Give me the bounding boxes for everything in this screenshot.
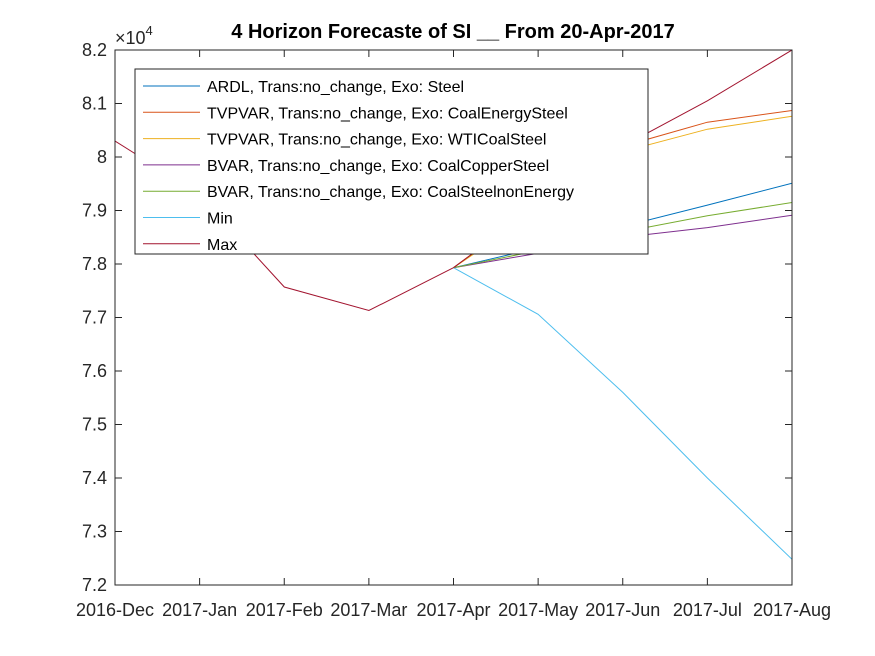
legend-label: Max (207, 237, 237, 254)
legend-label: TVPVAR, Trans:no_change, Exo: WTICoalSte… (207, 132, 546, 149)
y-tick-label: 7.2 (82, 575, 107, 595)
legend-label: ARDL, Trans:no_change, Exo: Steel (207, 79, 464, 96)
y-axis: 7.2 7.3 7.4 7.5 7.6 7.7 7.8 7.9 8 8.1 8.2 (82, 40, 792, 595)
x-tick-label: 2017-Jun (585, 600, 660, 620)
legend-label: BVAR, Trans:no_change, Exo: CoalCopperSt… (207, 158, 549, 175)
x-tick-label: 2017-Mar (330, 600, 407, 620)
y-tick-label: 7.3 (82, 522, 107, 542)
y-tick-label: 7.5 (82, 415, 107, 435)
y-tick-label: 8 (97, 147, 107, 167)
series-line-5 (453, 267, 792, 560)
exponent-power: 4 (146, 23, 153, 38)
legend-label: BVAR, Trans:no_change, Exo: CoalSteelnon… (207, 184, 574, 201)
y-tick-label: 8.2 (82, 40, 107, 60)
x-axis: 2016-Dec 2017-Jan 2017-Feb 2017-Mar 2017-Apr… (76, 50, 831, 620)
legend-label: Min (207, 211, 233, 228)
x-tick-label: 2016-Dec (76, 600, 154, 620)
legend: ARDL, Trans:no_change, Exo: Steel TVPVAR,… (134, 68, 649, 255)
legend-label: TVPVAR, Trans:no_change, Exo: CoalEnergy… (207, 105, 568, 122)
chart-title: 4 Horizon Forecaste of SI __ From 20-Apr… (231, 21, 674, 43)
legend-box (134, 68, 649, 255)
y-tick-label: 7.8 (82, 254, 107, 274)
legend-entries: ARDL, Trans:no_change, Exo: Steel TVPVAR,… (143, 79, 574, 254)
y-axis-exponent: ×104 (115, 23, 153, 48)
exponent-base: ×10 (115, 28, 146, 48)
y-tick-label: 7.6 (82, 361, 107, 381)
x-tick-label: 2017-Feb (246, 600, 323, 620)
x-tick-label: 2017-Apr (416, 600, 490, 620)
x-tick-label: 2017-Aug (753, 600, 831, 620)
x-tick-label: 2017-Jan (162, 600, 237, 620)
x-tick-label: 2017-May (498, 600, 578, 620)
y-tick-label: 7.4 (82, 468, 107, 488)
y-tick-label: 7.9 (82, 201, 107, 221)
x-tick-label: 2017-Jul (673, 600, 742, 620)
y-tick-label: 7.7 (82, 308, 107, 328)
y-tick-label: 8.1 (82, 94, 107, 114)
